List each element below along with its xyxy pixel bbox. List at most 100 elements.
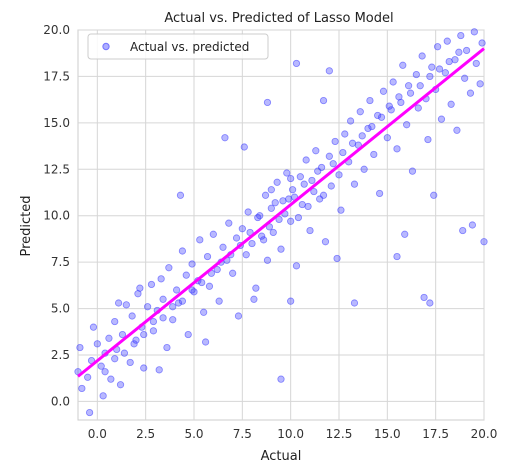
x-tick-label: 12.5 [326,427,353,441]
scatter-point [130,340,138,348]
scatter-point [346,117,355,125]
scatter-point [350,299,359,307]
scatter-point [144,303,152,311]
scatter-point [163,343,171,352]
scatter-point [122,301,130,309]
scatter-point [480,238,488,246]
scatter-point [335,171,343,179]
x-tick-label: 15.0 [374,427,401,441]
scatter-point [271,199,279,207]
scatter-point [232,234,241,242]
fit-line-group [77,47,485,378]
y-axis-label: Predicted [19,195,34,256]
scatter-point [140,330,148,339]
scatter-point [420,293,428,302]
x-tick-label: 7.5 [233,427,252,441]
scatter-point [252,284,260,292]
scatter-point [377,113,386,121]
scatter-point [132,336,140,344]
scatter-point [188,260,196,268]
scatter-point [287,217,295,225]
scatter-point [128,312,136,320]
scatter-point [306,226,314,235]
scatter-point [348,139,357,147]
scatter-point [248,239,256,248]
scatter-point [147,280,156,289]
scatter-point [333,254,341,263]
scatter-point [370,150,378,159]
scatter-point [375,189,384,198]
y-tick-label: 15.0 [43,116,70,130]
scatter-point [263,98,272,107]
scatter-point [283,169,291,177]
scatter-point [393,252,401,261]
scatter-point [433,43,442,51]
scatter-point [203,252,212,261]
x-axis-ticks: 0.0 2.5 5.0 7.5 10.0 12.5 15.0 17.5 20.0 [88,427,498,441]
grid-lines [78,29,485,420]
scatter-point [275,215,283,224]
scatter-point [263,256,272,264]
chart-title: Actual vs. Predicted of Lasso Model [164,11,393,26]
scatter-point [198,278,206,287]
scatter-point [126,358,134,367]
scatter-point [219,243,227,251]
scatter-point [325,152,333,160]
scatter-point [453,126,461,134]
scatter-point [269,228,277,237]
scatter-point [149,317,157,326]
scatter-point [441,69,449,77]
scatter-point [250,295,258,303]
y-tick-label: 10.0 [43,209,70,223]
scatter-point [437,115,446,123]
scatter-point [155,366,163,374]
scatter-point [412,70,420,79]
scatter-point [178,247,186,255]
scatter-point [173,286,181,294]
scatter-point [339,148,347,157]
scatter-point [86,408,94,417]
scatter-point [111,355,119,363]
scatter-point [310,187,318,196]
scatter-point [462,46,471,55]
scatter-point [149,327,157,335]
scatter-point [314,167,322,175]
scatter-point [319,96,328,105]
scatter-point [89,323,98,331]
scatter-point [178,297,186,305]
scatter-point [107,375,115,383]
y-axis-ticks: 0.0 2.5 5.0 7.5 10.0 12.5 15.0 17.5 20.0 [43,23,70,408]
scatter-point [99,392,107,400]
scatter-point [364,124,372,133]
scatter-point [418,52,426,60]
scatter-point [406,89,415,97]
x-axis-label: Actual [261,449,302,464]
scatter-point [430,191,438,199]
x-tick-label: 20.0 [471,427,498,441]
scatter-point [350,180,359,188]
scatter-point [403,121,411,129]
scatter-point [393,145,401,153]
scatter-point [341,130,349,138]
scatter-point [174,299,183,307]
scatter-point [329,160,337,168]
scatter-point [294,213,302,222]
scatter-point [383,134,391,142]
y-tick-label: 20.0 [43,23,70,37]
scatter-point [116,381,125,389]
scatter-point [366,96,374,105]
legend-box [87,33,269,60]
scatter-point [259,236,268,244]
scatter-point [115,299,123,307]
scatter-point [188,286,196,294]
scatter-point [176,191,185,199]
scatter-point [84,373,92,381]
scatter-point [202,338,210,346]
scatter-point [242,251,250,259]
scatter-point [221,134,229,142]
scatter-point [325,67,333,75]
scatter-point [258,232,266,240]
scatter-point [408,167,417,175]
scatter-point [238,225,246,233]
scatter-point [159,295,167,303]
